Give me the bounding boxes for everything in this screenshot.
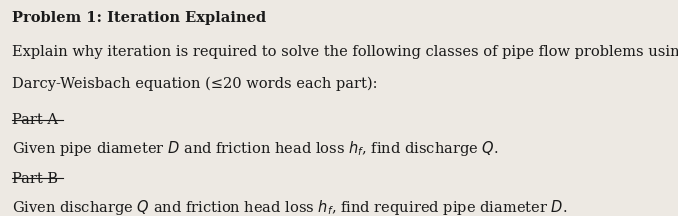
Text: Part A: Part A [12, 113, 58, 127]
Text: Problem 1: Iteration Explained: Problem 1: Iteration Explained [12, 11, 266, 25]
Text: Explain why iteration is required to solve the following classes of pipe flow pr: Explain why iteration is required to sol… [12, 45, 678, 59]
Text: Given discharge $Q$ and friction head loss $h_f$, find required pipe diameter $D: Given discharge $Q$ and friction head lo… [12, 198, 567, 216]
Text: Darcy-Weisbach equation (≤20 words each part):: Darcy-Weisbach equation (≤20 words each … [12, 77, 378, 91]
Text: Given pipe diameter $D$ and friction head loss $h_f$, find discharge $Q$.: Given pipe diameter $D$ and friction hea… [12, 139, 499, 158]
Text: Part B: Part B [12, 172, 58, 186]
